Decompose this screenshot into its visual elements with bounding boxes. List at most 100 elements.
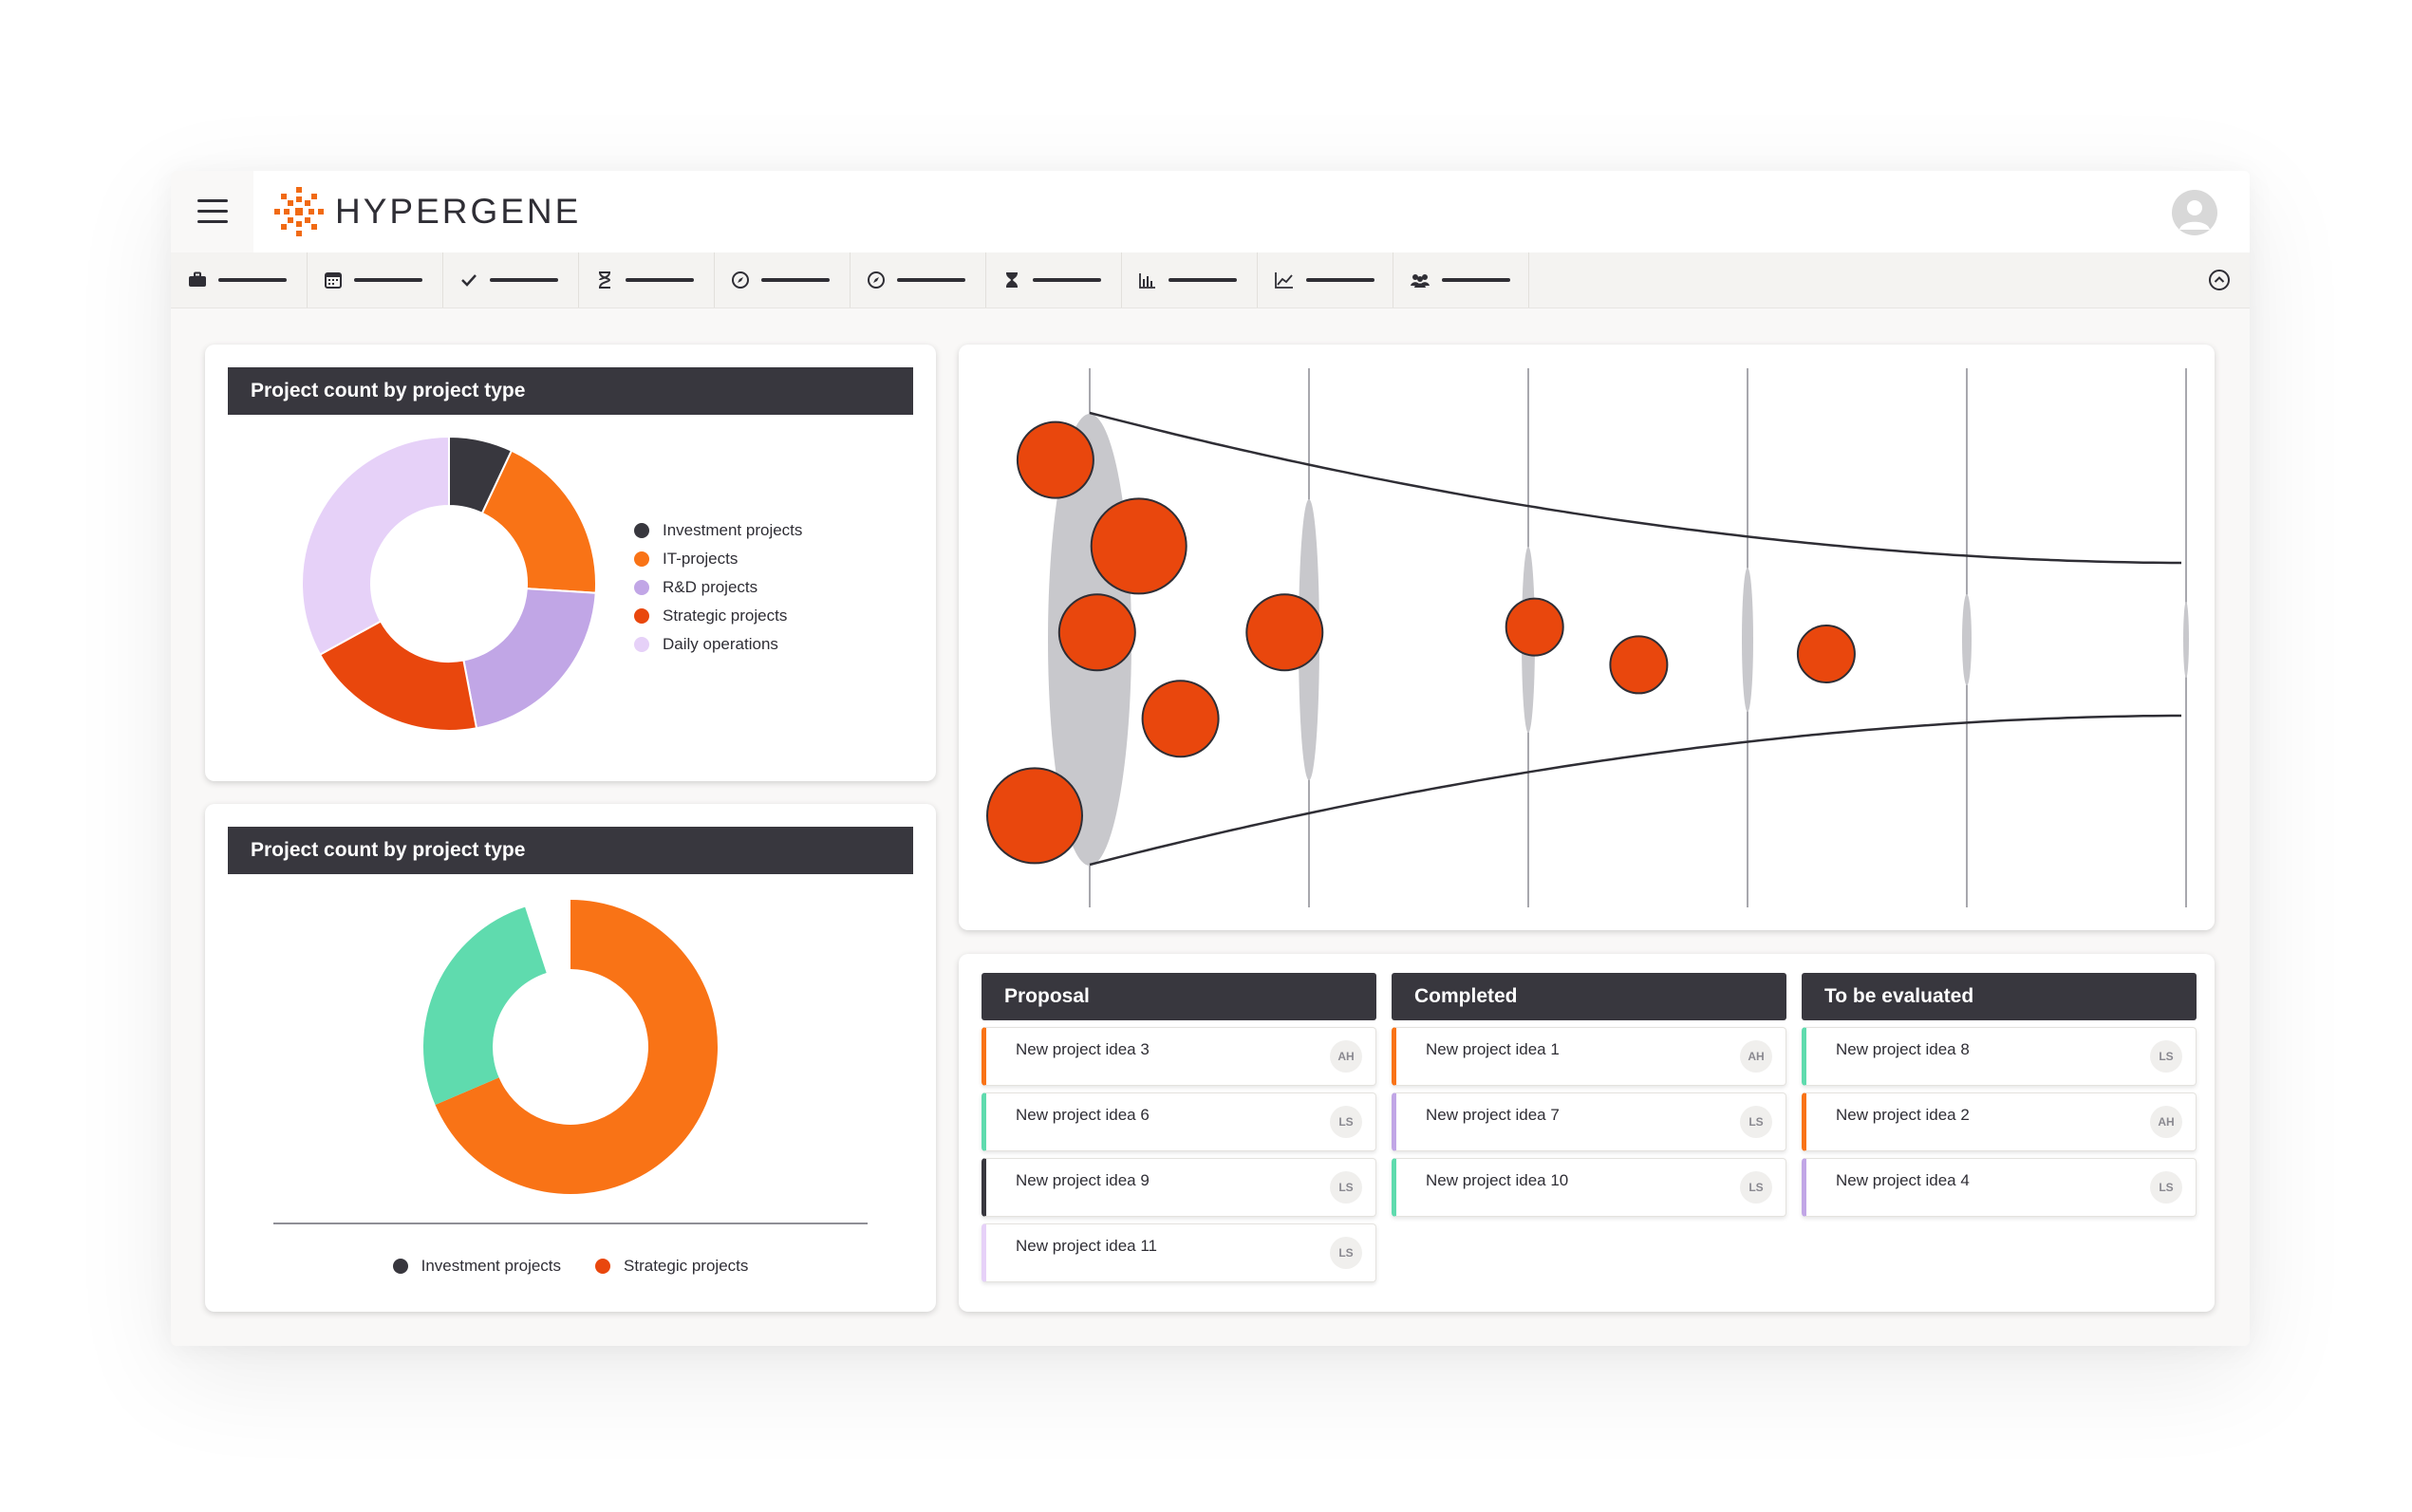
toolbar-item-team[interactable] xyxy=(1393,252,1529,308)
stage-gate[interactable] xyxy=(2183,602,2189,678)
legend-item[interactable]: Investment projects xyxy=(392,1257,562,1276)
stage-gate[interactable] xyxy=(1742,568,1753,712)
kanban-column-header[interactable]: Proposal xyxy=(982,973,1376,1020)
idea-bubble[interactable] xyxy=(986,767,1083,865)
toolbar-item-navigate[interactable] xyxy=(850,252,986,308)
chart-legend: Investment projects Strategic projects xyxy=(205,1257,936,1279)
hourglass-filled-icon xyxy=(1006,272,1018,288)
compass-icon xyxy=(732,271,749,289)
legend-label: IT-projects xyxy=(663,550,739,568)
idea-bubble[interactable] xyxy=(1245,593,1324,672)
project-type-donut-card: Project count by project type Investment… xyxy=(205,345,936,781)
menu-icon[interactable] xyxy=(196,194,230,228)
idea-funnel-chart xyxy=(986,368,2189,907)
legend-swatch xyxy=(634,551,649,567)
kanban-card-title: New project idea 2 xyxy=(1836,1106,1970,1124)
card-title: Project count by project type xyxy=(228,367,913,415)
toolbar-item-tasks[interactable] xyxy=(442,252,579,308)
user-icon xyxy=(2179,200,2210,230)
toolbar xyxy=(171,252,2250,308)
toolbar-item-explore[interactable] xyxy=(714,252,851,308)
donut-slice-r-d-projects[interactable] xyxy=(462,588,597,730)
idea-bubble[interactable] xyxy=(1057,593,1136,672)
legend-item[interactable]: R&D projects xyxy=(634,578,757,597)
idea-bubble[interactable] xyxy=(1090,497,1187,595)
toolbar-item-timeline[interactable] xyxy=(578,252,715,308)
logo-sun-icon xyxy=(274,187,324,236)
kanban-card-title: New project idea 4 xyxy=(1836,1171,1970,1189)
toolbar-item-portfolio[interactable] xyxy=(171,252,308,308)
brand-name: HYPERGENE xyxy=(335,192,582,231)
assignee-avatar[interactable]: AH xyxy=(2150,1106,2182,1138)
kanban-card-title: New project idea 9 xyxy=(1016,1171,1150,1189)
donut-slice-it-projects[interactable] xyxy=(480,449,597,594)
assignee-avatar[interactable]: LS xyxy=(1740,1171,1772,1204)
kanban-card[interactable]: New project idea 7 LS xyxy=(1392,1092,1786,1151)
toolbar-item-analytics[interactable] xyxy=(1257,252,1393,308)
assignee-avatar[interactable]: LS xyxy=(2150,1171,2182,1204)
legend-label: R&D projects xyxy=(663,578,758,596)
donut-slice-daily-operations[interactable] xyxy=(301,435,450,657)
legend-swatch xyxy=(634,580,649,595)
kanban-column-header[interactable]: To be evaluated xyxy=(1802,973,2197,1020)
idea-bubble[interactable] xyxy=(1016,420,1094,499)
logo[interactable]: HYPERGENE xyxy=(272,182,581,241)
briefcase-icon xyxy=(189,271,206,287)
kanban-card[interactable]: New project idea 6 LS xyxy=(982,1092,1376,1151)
kanban-card[interactable]: New project idea 10 LS xyxy=(1392,1158,1786,1217)
assignee-avatar[interactable]: LS xyxy=(1330,1237,1362,1269)
kanban-card[interactable]: New project idea 2 AH xyxy=(1802,1092,2197,1151)
assignee-avatar[interactable]: AH xyxy=(1330,1040,1362,1073)
assignee-avatar[interactable]: LS xyxy=(1330,1106,1362,1138)
kanban-card-title: New project idea 6 xyxy=(1016,1106,1150,1124)
legend-swatch xyxy=(634,523,649,538)
legend-item[interactable]: Strategic projects xyxy=(634,607,787,625)
team-icon xyxy=(1411,274,1430,288)
assignee-avatar[interactable]: LS xyxy=(2150,1040,2182,1073)
bar-chart-icon xyxy=(1139,273,1155,289)
legend-item[interactable]: Strategic projects xyxy=(595,1257,748,1276)
legend-swatch xyxy=(634,608,649,624)
kanban-card[interactable]: New project idea 4 LS xyxy=(1802,1158,2197,1217)
donut-chart xyxy=(423,900,718,1194)
kanban-card[interactable]: New project idea 1 AH xyxy=(1392,1027,1786,1086)
hourglass-outline-icon xyxy=(599,271,611,289)
collapse-toolbar-button[interactable] xyxy=(2208,269,2231,291)
donut-slice-investment-projects[interactable] xyxy=(423,906,547,1106)
top-bar: HYPERGENE xyxy=(253,171,2250,252)
legend-swatch xyxy=(595,1259,611,1274)
kanban-card[interactable]: New project idea 8 LS xyxy=(1802,1027,2197,1086)
legend-swatch xyxy=(392,1259,408,1274)
legend-label: Investment projects xyxy=(421,1257,562,1275)
idea-bubble[interactable] xyxy=(1141,680,1220,758)
kanban-card-title: New project idea 3 xyxy=(1016,1040,1150,1058)
project-type-donut-card-2: Project count by project type Investment… xyxy=(205,804,936,1312)
assignee-avatar[interactable]: AH xyxy=(1740,1040,1772,1073)
idea-bubble[interactable] xyxy=(1505,597,1564,657)
idea-funnel-card xyxy=(959,345,2215,930)
kanban-column-header[interactable]: Completed xyxy=(1392,973,1786,1020)
donut-slice-strategic-projects[interactable] xyxy=(318,620,478,732)
legend-label: Strategic projects xyxy=(624,1257,749,1275)
line-chart-icon xyxy=(1275,272,1293,289)
user-avatar[interactable] xyxy=(2172,190,2217,235)
funnel-bottom-edge xyxy=(1089,714,2181,867)
legend-item[interactable]: IT-projects xyxy=(634,550,738,569)
legend-item[interactable]: Daily operations xyxy=(634,635,778,654)
toolbar-item-reports[interactable] xyxy=(1121,252,1258,308)
kanban-card[interactable]: New project idea 3 AH xyxy=(982,1027,1376,1086)
kanban-card-title: New project idea 10 xyxy=(1426,1171,1569,1189)
donut-slice-strategic-projects[interactable] xyxy=(435,900,718,1194)
toolbar-item-calendar[interactable] xyxy=(307,252,443,308)
legend-label: Daily operations xyxy=(663,635,778,653)
toolbar-item-schedule[interactable] xyxy=(985,252,1122,308)
assignee-avatar[interactable]: LS xyxy=(1330,1171,1362,1204)
legend-item[interactable]: Investment projects xyxy=(634,521,802,540)
assignee-avatar[interactable]: LS xyxy=(1740,1106,1772,1138)
idea-bubble[interactable] xyxy=(1609,635,1669,695)
idea-bubble[interactable] xyxy=(1796,625,1856,683)
kanban-card[interactable]: New project idea 9 LS xyxy=(982,1158,1376,1217)
idea-kanban-card: Proposal New project idea 3 AH New project … xyxy=(959,954,2215,1312)
stage-gate[interactable] xyxy=(1962,594,1972,685)
kanban-card[interactable]: New project idea 11 LS xyxy=(982,1223,1376,1282)
